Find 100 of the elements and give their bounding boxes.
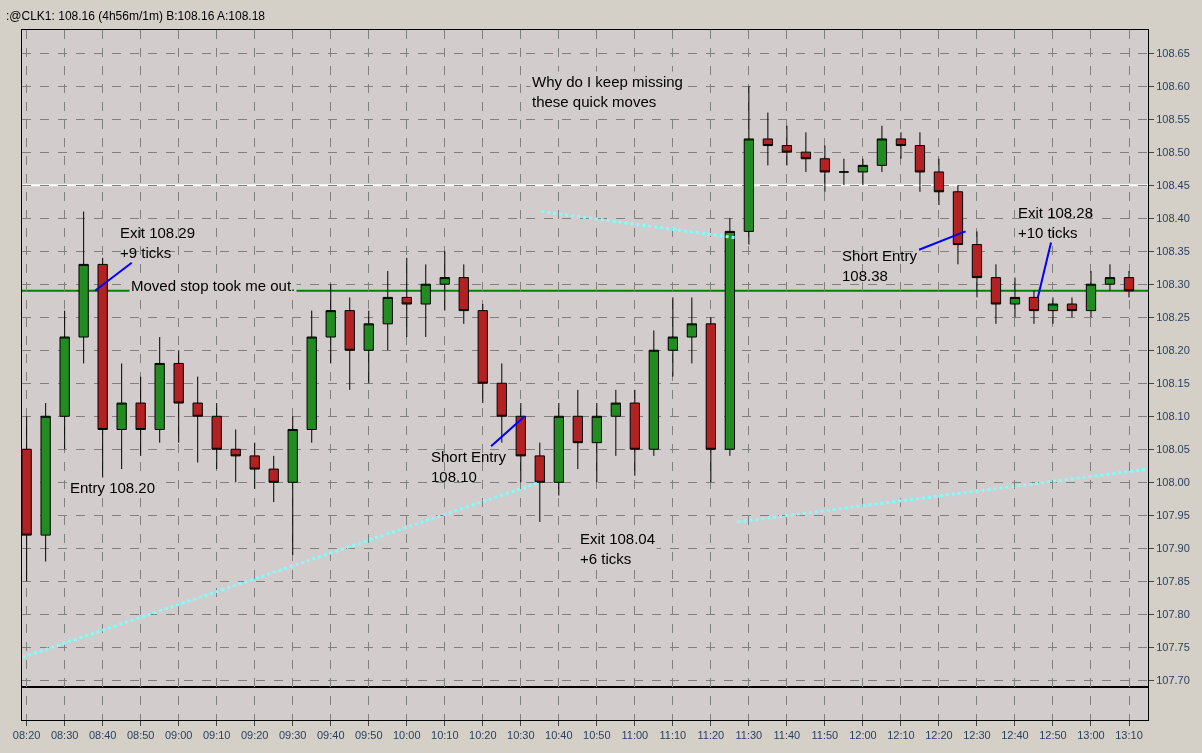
- candlestick: [876, 125, 888, 173]
- candlestick: [914, 131, 926, 193]
- candlestick: [515, 402, 526, 483]
- y-tick-label: 108.60: [1156, 79, 1190, 92]
- candlestick: [990, 263, 1002, 325]
- candlestick: [116, 362, 127, 470]
- candlestick: [534, 442, 545, 523]
- y-tick-label: 108.30: [1156, 278, 1190, 291]
- candlestick: [591, 402, 602, 483]
- y-tick-label: 108.40: [1156, 212, 1190, 225]
- y-tick-label: 107.80: [1156, 608, 1190, 621]
- x-tick-label: 08:30: [50, 729, 79, 742]
- y-tick-label: 108.10: [1156, 410, 1190, 423]
- candlestick: [363, 310, 374, 384]
- y-tick-label: 108.35: [1156, 245, 1190, 258]
- candlestick: [686, 296, 698, 364]
- candlestick: [838, 158, 850, 186]
- candlestick: [59, 310, 70, 450]
- candlestick: [325, 283, 336, 364]
- chart-title: :@CLK1: 108.16 (4h56m/1m) B:108.16 A:108.18: [6, 8, 266, 23]
- candlestick: [496, 362, 507, 444]
- x-tick-label: 10:10: [431, 729, 459, 742]
- candlestick: [154, 336, 165, 444]
- x-tick-label: 10:20: [469, 729, 497, 742]
- candlestick: [572, 389, 583, 470]
- x-tick-label: 11:50: [811, 729, 839, 742]
- candlestick: [648, 329, 659, 457]
- y-tick-label: 108.55: [1156, 112, 1190, 125]
- candlestick: [1047, 296, 1059, 325]
- x-tick-label: 12:20: [925, 729, 953, 742]
- x-tick-label: 08:40: [88, 729, 117, 742]
- y-tick-label: 108.65: [1156, 46, 1190, 59]
- x-tick-label: 11:40: [773, 729, 801, 742]
- annotation: Exit 108.04 +6 ticks: [580, 530, 656, 567]
- candlestick: [800, 131, 812, 173]
- candlestick: [211, 402, 222, 470]
- candlestick: [477, 303, 488, 404]
- x-tick-label: 12:50: [1039, 729, 1067, 742]
- x-tick-label: 09:20: [240, 729, 269, 742]
- x-tick-label: 12:30: [963, 729, 991, 742]
- candlestick: [78, 211, 89, 364]
- candlestick: [344, 296, 355, 391]
- candlestick: [192, 376, 203, 463]
- candlestick: [705, 316, 717, 483]
- candlestick: [610, 389, 621, 457]
- candlestick: [1066, 296, 1078, 318]
- y-tick-label: 108.15: [1156, 377, 1190, 390]
- y-tick-label: 108.20: [1156, 344, 1190, 357]
- candlestick: [1123, 270, 1135, 298]
- x-tick-label: 13:10: [1115, 729, 1143, 742]
- candlestick: [1028, 290, 1040, 325]
- candlestick: [952, 184, 964, 265]
- y-tick-label: 108.00: [1156, 476, 1190, 489]
- x-tick-label: 08:20: [12, 729, 41, 742]
- candlestick: [1104, 263, 1116, 292]
- x-tick-label: 08:50: [126, 729, 155, 742]
- candlestick: [971, 230, 983, 298]
- candlestick: [382, 270, 393, 351]
- y-tick-label: 107.70: [1156, 674, 1190, 687]
- y-tick-label: 107.90: [1156, 542, 1190, 555]
- candlestick: [667, 296, 679, 378]
- y-tick-label: 107.95: [1156, 509, 1190, 522]
- x-tick-label: 10:40: [545, 729, 573, 742]
- candlestick: [762, 112, 774, 166]
- candlestick: [287, 415, 298, 556]
- x-tick-label: 12:00: [849, 729, 877, 742]
- x-tick-label: 10:00: [392, 729, 421, 742]
- y-tick-label: 107.75: [1156, 641, 1190, 654]
- candlestick: [933, 158, 945, 206]
- candlestick: [1085, 270, 1097, 318]
- x-tick-label: 10:50: [583, 729, 611, 742]
- x-tick-label: 09:50: [354, 729, 383, 742]
- candlestick: [1009, 277, 1021, 318]
- x-tick-label: 09:00: [164, 729, 193, 742]
- y-tick-label: 108.50: [1156, 146, 1190, 158]
- candlestick: [895, 131, 907, 160]
- candlestick: [857, 158, 869, 186]
- candlestick: [268, 455, 279, 503]
- candlestick: [553, 402, 564, 496]
- x-tick-label: 13:00: [1077, 729, 1105, 742]
- y-tick-label: 108.25: [1156, 311, 1190, 324]
- x-tick-label: 11:10: [659, 729, 687, 742]
- x-tick-label: 11:30: [735, 729, 763, 742]
- candlestick: [230, 428, 241, 483]
- y-tick-label: 108.05: [1156, 443, 1190, 456]
- annotation: Short Entry 108.10: [431, 448, 507, 485]
- annotation: Why do I keep missing these quick moves: [532, 73, 683, 110]
- annotation: Short Entry 108.38: [842, 247, 918, 284]
- x-tick-label: 10:30: [507, 729, 535, 742]
- candlestick: [781, 125, 793, 166]
- x-tick-label: 11:20: [697, 729, 725, 742]
- candlestick: [40, 402, 51, 563]
- candlestick: [629, 389, 640, 477]
- annotation: Entry 108.20: [70, 479, 156, 496]
- x-tick-label: 09:10: [202, 729, 231, 742]
- candlestick: [439, 250, 450, 312]
- candlestick: [249, 442, 260, 490]
- candlestick: [135, 376, 146, 457]
- x-tick-label: 12:10: [887, 729, 915, 742]
- x-tick-label: 09:40: [316, 729, 345, 742]
